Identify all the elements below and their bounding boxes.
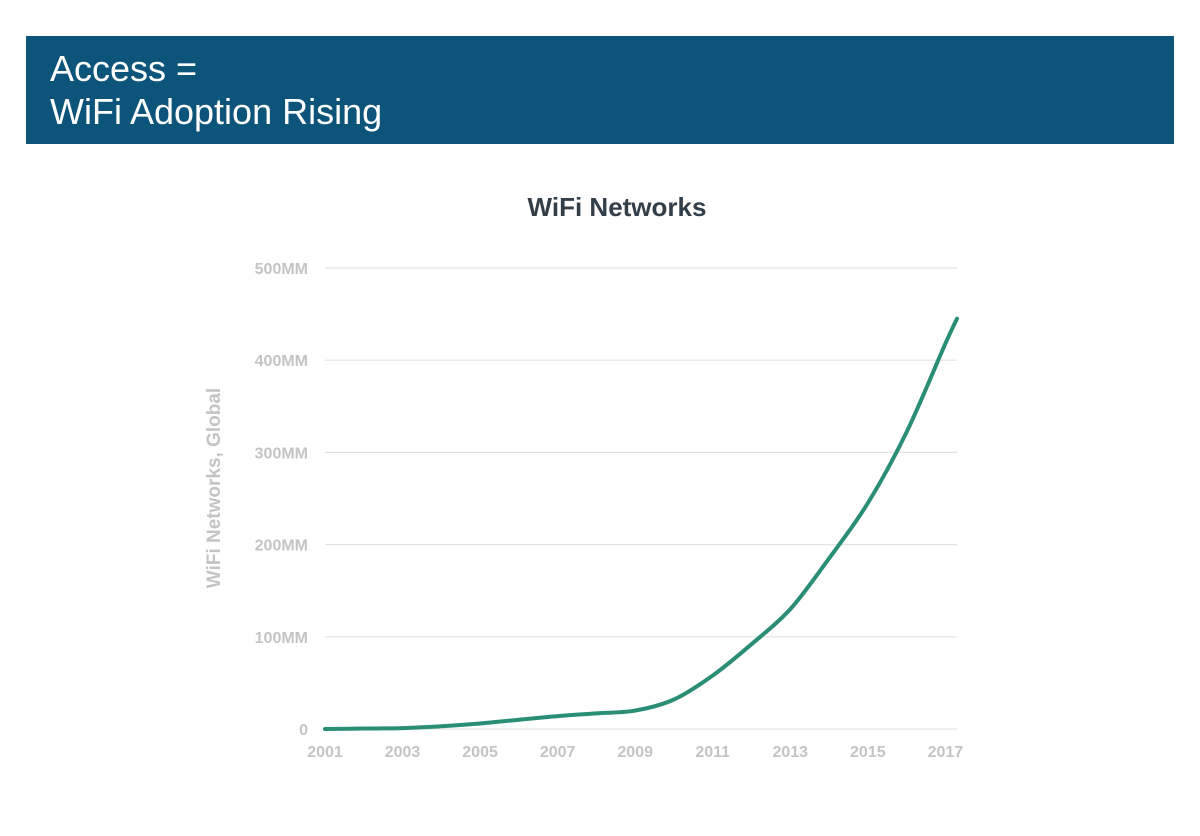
series-line-1: [323, 316, 959, 731]
slide-title-line-2: WiFi Adoption Rising: [50, 91, 383, 132]
slide-title-line-1: Access =: [50, 48, 198, 89]
x-tick-label: 2005: [462, 744, 498, 761]
y-tick-label: 100MM: [255, 630, 308, 647]
x-tick-label: 2017: [928, 744, 964, 761]
title-banner: Access = WiFi Adoption Rising: [26, 36, 1174, 144]
y-tick-label: 0: [299, 722, 308, 739]
x-tick-label: 2011: [695, 744, 730, 761]
y-tick-label: 300MM: [255, 445, 308, 462]
gridlines: [325, 267, 957, 730]
y-tick-label: 400MM: [255, 353, 308, 370]
series-group: [323, 316, 959, 731]
x-tick-label: 2009: [617, 744, 653, 761]
x-tick-label: 2013: [772, 744, 808, 761]
y-axis-label: WiFi Networks, Global: [204, 388, 225, 588]
x-tick-label: 2003: [385, 744, 421, 761]
y-tick-label: 500MM: [255, 261, 308, 278]
x-tick-label: 2001: [307, 744, 343, 761]
y-tick-labels: 0 100MM 200MM 300MM 400MM 500MM: [255, 261, 308, 739]
y-tick-label: 200MM: [255, 538, 308, 555]
x-tick-labels: 2001 2003 2005 2007 2009 2011 2013 2015 2017: [307, 744, 963, 761]
x-tick-label: 2015: [850, 744, 886, 761]
x-tick-label: 2007: [540, 744, 576, 761]
chart-title: WiFi Networks: [528, 192, 707, 222]
